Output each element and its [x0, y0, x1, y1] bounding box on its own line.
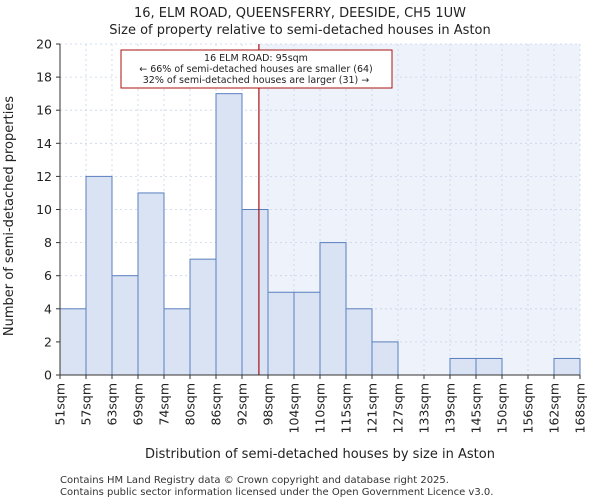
x-tick-label: 63sqm	[105, 383, 120, 426]
bar-51sqm	[59, 308, 87, 376]
y-tick-label: 16	[36, 103, 52, 118]
bar-162sqm	[553, 357, 581, 376]
x-tick-label: 133sqm	[417, 383, 432, 433]
chart-subtitle: Size of property relative to semi-detach…	[109, 23, 490, 38]
x-axis: 51sqm 57sqm 63sqm 69sqm 74sqm 80sqm 86sqm 92sqm…	[53, 375, 588, 433]
x-tick-label: 139sqm	[443, 383, 458, 433]
y-axis: 0 2 4 6 8 10 12 14 16 18 20	[36, 37, 60, 383]
x-tick-label: 145sqm	[469, 383, 484, 433]
x-tick-label: 110sqm	[313, 383, 328, 433]
x-tick-label: 51sqm	[53, 383, 68, 426]
x-tick-label: 168sqm	[573, 383, 588, 433]
bar-63sqm	[111, 275, 139, 376]
y-tick-label: 20	[36, 37, 52, 52]
bar-110sqm	[319, 242, 347, 376]
bar-80sqm	[189, 258, 217, 376]
bar-98sqm	[267, 291, 295, 376]
annotation-line-3: 32% of semi-detached houses are larger (…	[143, 75, 370, 86]
bar-104sqm	[293, 291, 321, 376]
bar-69sqm	[137, 192, 165, 376]
chart-title: 16, ELM ROAD, QUEENSFERRY, DEESIDE, CH5 …	[134, 6, 466, 21]
x-axis-label: Distribution of semi-detached houses by …	[145, 447, 495, 462]
x-tick-label: 80sqm	[183, 383, 198, 426]
x-tick-label: 74sqm	[157, 383, 172, 426]
y-tick-label: 4	[44, 301, 52, 316]
y-tick-label: 6	[44, 268, 52, 283]
bar-145sqm	[475, 357, 503, 376]
x-tick-label: 92sqm	[235, 383, 250, 426]
y-tick-label: 0	[44, 368, 52, 383]
bar-86sqm	[215, 93, 243, 376]
bar-92sqm	[241, 209, 269, 376]
x-tick-label: 127sqm	[391, 383, 406, 433]
bar-74sqm	[163, 308, 191, 376]
annotation-box: 16 ELM ROAD: 95sqm ← 66% of semi-detache…	[120, 49, 393, 89]
footer-line-1: Contains HM Land Registry data © Crown c…	[60, 475, 449, 486]
x-tick-label: 156sqm	[521, 383, 536, 433]
y-tick-label: 14	[36, 136, 52, 151]
footer-line-2: Contains public sector information licen…	[60, 487, 493, 498]
x-tick-label: 121sqm	[365, 383, 380, 433]
bar-57sqm	[85, 175, 113, 376]
x-tick-label: 104sqm	[287, 383, 302, 433]
x-tick-label: 86sqm	[209, 383, 224, 426]
bars	[59, 93, 581, 376]
annotation-line-2: ← 66% of semi-detached houses are smalle…	[139, 64, 373, 75]
x-tick-label: 150sqm	[495, 383, 510, 433]
y-tick-label: 8	[44, 235, 52, 250]
y-tick-label: 2	[44, 334, 52, 349]
y-tick-label: 10	[36, 202, 52, 217]
bar-139sqm	[449, 357, 477, 376]
x-tick-label: 115sqm	[339, 383, 354, 433]
x-tick-label: 57sqm	[79, 383, 94, 426]
y-tick-label: 12	[36, 169, 52, 184]
bar-121sqm	[371, 341, 399, 376]
y-tick-label: 18	[36, 70, 52, 85]
x-tick-label: 69sqm	[131, 383, 146, 426]
bar-115sqm	[345, 308, 373, 376]
x-tick-label: 98sqm	[261, 383, 276, 426]
y-axis-label: Number of semi-detached properties	[2, 96, 17, 336]
x-tick-label: 162sqm	[547, 383, 562, 433]
annotation-line-1: 16 ELM ROAD: 95sqm	[204, 53, 308, 64]
